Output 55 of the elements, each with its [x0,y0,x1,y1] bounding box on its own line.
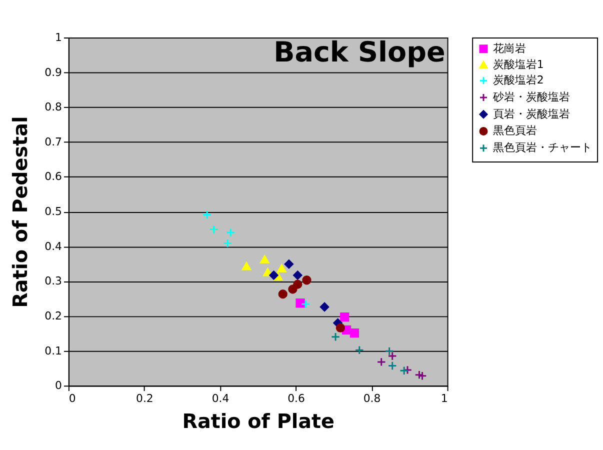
point [242,262,252,270]
y-tick-label: 0.9 [44,66,62,79]
legend-label: 黒色頁岩・チャート [492,141,592,154]
legend-label: 炭酸塩岩2 [492,74,544,87]
legend-label: 花崗岩 [492,42,526,55]
point [414,370,424,380]
x-tick-label: 0 [68,392,76,405]
point [293,270,302,280]
point [384,346,394,356]
legend-label: 炭酸塩岩1 [492,58,544,71]
point [302,276,312,285]
point [376,357,386,367]
y-tick-label: 1 [55,30,62,44]
y-tick-label: 0.6 [44,170,62,184]
x-tick-label: 0.4 [212,392,230,405]
y-tick-label: 0.4 [44,240,62,253]
point [209,224,218,234]
point [277,264,286,272]
legend-label: 黒色頁岩 [492,124,537,138]
point [336,323,346,332]
y-tick-label: 0 [55,379,62,392]
point [288,284,298,294]
x-axis-title: Ratio of Plate [182,410,334,433]
y-tick-label: 0.2 [44,309,62,322]
point [354,346,364,355]
legend-label: 砂岩・炭酸塩岩 [492,90,570,104]
point [340,312,350,322]
y-tick-label: 0.5 [44,205,62,218]
x-tick-label: 0.6 [288,392,305,405]
point [222,238,232,248]
point [284,260,294,269]
point [388,351,397,361]
point [260,255,270,264]
y-tick-label: 0.3 [44,274,62,288]
y-axis-title: Ratio of Pedestal [8,116,32,308]
point [350,328,360,338]
y-tick-label: 0.7 [44,135,62,148]
y-tick-label: 0.8 [44,100,62,114]
point [330,332,340,342]
point [400,366,409,376]
x-tick-label: 0.2 [136,392,154,405]
point [301,300,310,309]
point [269,270,278,280]
chart-title: Back Slope [274,35,446,68]
point [202,210,212,220]
point [278,289,288,299]
point [226,228,236,238]
x-tick-label: 0.8 [363,392,381,405]
point [388,361,397,370]
x-tick-label: 1 [440,392,448,405]
legend-label: 頁岩・炭酸塩岩 [492,107,570,120]
point [296,298,305,308]
point [320,302,330,312]
point [418,371,427,380]
y-tick-label: 0.1 [44,344,62,358]
